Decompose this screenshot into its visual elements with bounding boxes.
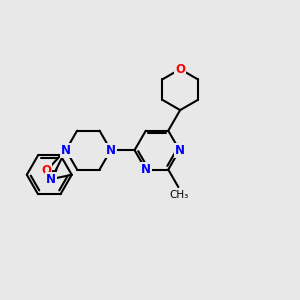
Text: O: O <box>175 63 185 76</box>
Text: N: N <box>46 172 56 186</box>
Text: N: N <box>61 144 71 157</box>
Text: N: N <box>106 144 116 157</box>
Text: O: O <box>41 164 52 177</box>
Text: N: N <box>175 144 184 157</box>
Text: N: N <box>141 163 151 176</box>
Text: CH₃: CH₃ <box>169 190 189 200</box>
